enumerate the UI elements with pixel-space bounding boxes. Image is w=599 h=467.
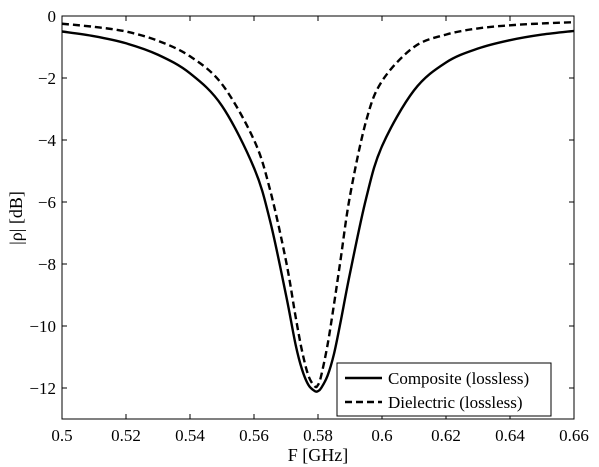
plot-area (61, 15, 575, 420)
x-tick-label: 0.52 (111, 426, 141, 445)
x-tick-label: 0.58 (303, 426, 333, 445)
y-tick-label: −10 (29, 317, 56, 336)
y-tick-label: 0 (48, 7, 57, 26)
y-tick-label: −12 (29, 379, 56, 398)
x-tick-label: 0.56 (239, 426, 269, 445)
x-tick-label: 0.62 (431, 426, 461, 445)
x-axis-title: F [GHz] (288, 445, 349, 465)
y-axis-ticks: 0 −2 −4 −6 −8 −10 −12 (29, 7, 574, 398)
y-axis-title: |ρ| [dB] (6, 191, 26, 245)
series-line-composite (61, 29, 575, 393)
x-tick-label: 0.64 (495, 426, 525, 445)
legend-label-dielectric: Dielectric (lossless) (388, 393, 523, 412)
y-tick-label: −2 (38, 69, 56, 88)
y-tick-label: −6 (38, 193, 56, 212)
series-layer (61, 21, 575, 393)
x-tick-label: 0.54 (175, 426, 205, 445)
y-tick-label: −8 (38, 255, 56, 274)
series-line-dielectric (61, 21, 575, 389)
legend: Composite (lossless) Dielectric (lossles… (336, 362, 552, 417)
x-tick-label: 0.5 (51, 426, 72, 445)
legend-label-composite: Composite (lossless) (388, 369, 529, 388)
y-tick-label: −4 (38, 131, 57, 150)
x-tick-label: 0.66 (559, 426, 589, 445)
x-tick-label: 0.6 (371, 426, 392, 445)
legend-box (336, 362, 552, 417)
